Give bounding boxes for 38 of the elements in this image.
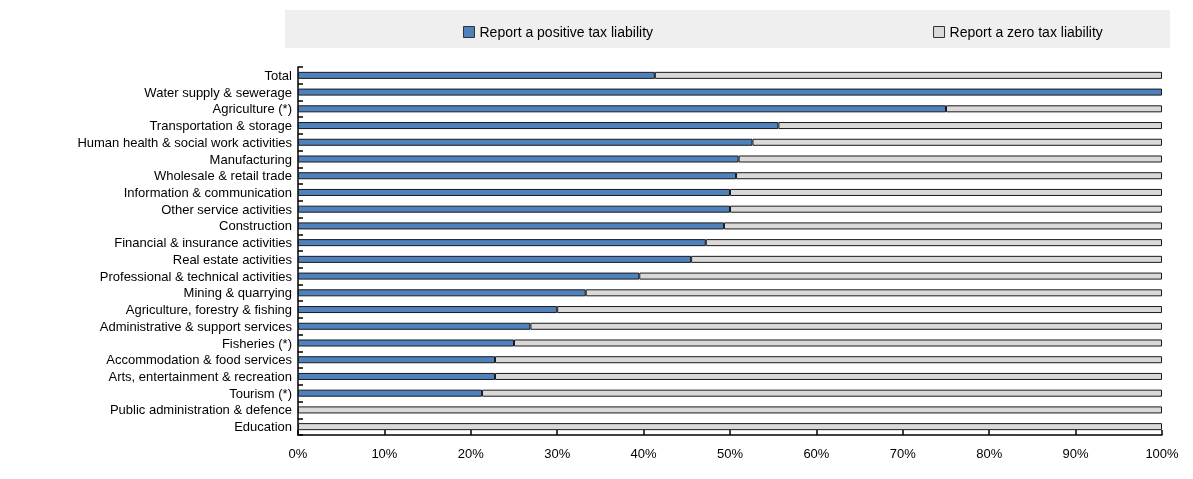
y-tick-label: Construction [219,218,292,234]
y-tick-label: Agriculture (*) [212,101,292,117]
legend-label: Report a zero tax liability [949,24,1103,40]
y-tick-label: Tourism (*) [229,385,292,401]
bar [298,423,1162,431]
x-tick-label: 80% [976,446,1003,461]
y-tick-label: Information & communication [123,184,292,200]
legend-label: Report a positive tax liability [479,24,654,40]
bar [298,406,1162,414]
y-tick-label: Professional & technical activities [99,268,293,284]
y-tick-label: Administrative & support services [99,318,293,334]
x-tick-label: 20% [457,446,485,461]
x-tick-label: 90% [1062,446,1090,461]
y-tick-label: Transportation & storage [149,118,292,134]
y-tick-label: Education [234,419,292,435]
y-tick-label: Other service activities [161,201,293,217]
y-tick-label: Public administration & defence [109,402,292,418]
x-tick-label: 40% [630,446,658,461]
y-tick-label: Manufacturing [209,151,292,167]
y-tick-label: Mining & quarrying [183,285,292,301]
x-tick-label: 0% [288,446,308,461]
y-tick-label: Water supply & sewerage [144,84,292,100]
bar [298,88,1162,96]
x-tick-label: 10% [371,446,398,461]
x-tick-label: 70% [889,446,917,461]
y-tick-label: Accommodation & food services [106,352,293,368]
y-tick-label: Fisheries (*) [221,335,292,351]
y-tick-label: Human health & social work activities [77,134,293,150]
x-tick-label: 30% [544,446,571,461]
y-tick-label: Financial & insurance activities [114,235,293,251]
y-tick-label: Wholesale & retail trade [153,168,292,184]
x-tick-label: 60% [803,446,830,461]
y-tick-label: Arts, entertainment & recreation [108,368,292,384]
y-tick-label: Total [264,67,293,83]
x-tick-label: 100% [1145,446,1180,461]
x-tick-label: 50% [716,446,744,461]
y-tick-label: Agriculture, forestry & fishing [125,302,292,318]
y-tick-label: Real estate activities [172,251,293,267]
